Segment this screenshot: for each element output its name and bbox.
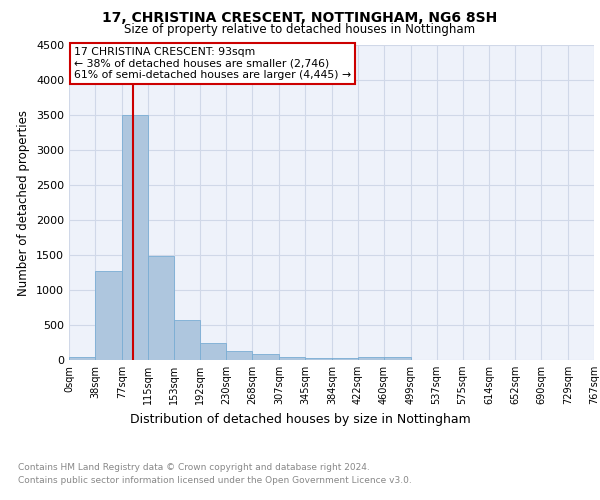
Text: 17 CHRISTINA CRESCENT: 93sqm
← 38% of detached houses are smaller (2,746)
61% of: 17 CHRISTINA CRESCENT: 93sqm ← 38% of de…: [74, 46, 352, 80]
Bar: [69, 357, 95, 360]
Bar: [95, 271, 122, 360]
Bar: [253, 354, 279, 360]
Bar: [358, 357, 384, 360]
Bar: [200, 342, 226, 360]
Y-axis label: Number of detached properties: Number of detached properties: [17, 110, 31, 296]
Bar: [332, 358, 358, 360]
Bar: [122, 115, 148, 360]
Bar: [174, 320, 200, 360]
Bar: [305, 358, 332, 360]
Text: Distribution of detached houses by size in Nottingham: Distribution of detached houses by size …: [130, 412, 470, 426]
Text: Size of property relative to detached houses in Nottingham: Size of property relative to detached ho…: [124, 22, 476, 36]
Bar: [279, 356, 305, 360]
Bar: [148, 256, 174, 360]
Bar: [384, 356, 410, 360]
Text: Contains HM Land Registry data © Crown copyright and database right 2024.: Contains HM Land Registry data © Crown c…: [18, 462, 370, 471]
Text: 17, CHRISTINA CRESCENT, NOTTINGHAM, NG6 8SH: 17, CHRISTINA CRESCENT, NOTTINGHAM, NG6 …: [103, 11, 497, 25]
Text: Contains public sector information licensed under the Open Government Licence v3: Contains public sector information licen…: [18, 476, 412, 485]
Bar: [226, 351, 253, 360]
